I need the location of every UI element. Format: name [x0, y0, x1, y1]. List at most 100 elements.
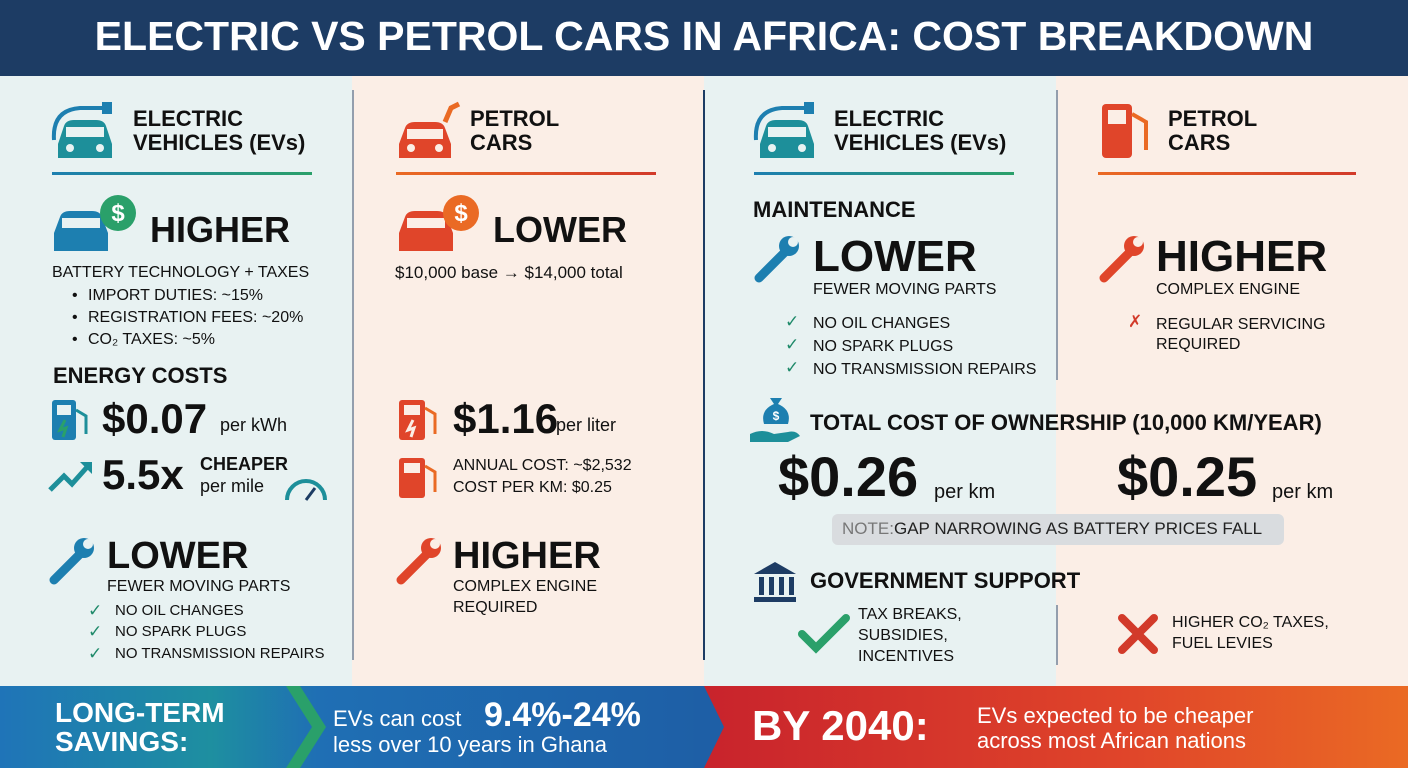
big-check-icon — [798, 614, 850, 654]
wrench-icon — [754, 236, 799, 283]
divider — [352, 90, 354, 660]
petrol-purchase-level: LOWER — [493, 209, 627, 250]
petrol-energy-unit: per liter — [556, 415, 617, 435]
petrol-energy-price: $1.16 — [453, 395, 559, 442]
ev-energy-unit: per kWh — [220, 415, 288, 435]
ev-car-icon — [753, 102, 814, 158]
petrol-government-line: FUEL LEVIES — [1172, 635, 1273, 652]
energy-heading: ENERGY COSTS — [53, 363, 228, 388]
check-icon: ✓ — [785, 358, 800, 377]
petrol-maintenance-level: HIGHER — [1156, 232, 1328, 281]
svg-text:$: $ — [111, 200, 125, 227]
divider — [1056, 90, 1058, 380]
petrol-panel-bg — [352, 76, 704, 686]
ev-maintenance-check: NO OIL CHANGES — [115, 602, 244, 619]
wrench-icon — [396, 538, 441, 585]
ev-header-underline — [52, 172, 312, 175]
petrol-energy-detail: COST PER KM: $0.25 — [453, 479, 612, 496]
ev-header: ELECTRIC VEHICLES (EVs) — [133, 106, 306, 156]
check-icon: ✓ — [88, 622, 103, 641]
ev-maintenance-check: NO SPARK PLUGS — [813, 338, 954, 355]
savings-value: 9.4%-24% — [484, 696, 641, 734]
ev-energy-ratio-unit: per mile — [200, 476, 265, 496]
future-label: BY 2040: — [752, 702, 929, 749]
ev-maintenance-reason: FEWER MOVING PARTS — [813, 281, 997, 298]
ev-car-icon — [51, 102, 112, 158]
ev-energy-ratio: 5.5x — [102, 451, 184, 498]
ev-header-underline — [754, 172, 1014, 175]
petrol-header-underline — [1098, 172, 1356, 175]
petrol-price-icon: $ — [399, 195, 479, 251]
svg-text:$: $ — [454, 200, 468, 227]
future-text: EVs expected to be cheaper across most A… — [977, 703, 1254, 753]
pump-icon — [399, 400, 437, 440]
check-icon: ✓ — [785, 335, 800, 354]
check-icon: ✓ — [88, 601, 103, 620]
wrench-icon — [49, 538, 94, 585]
petrol-car-icon — [399, 101, 461, 158]
petrol-header: PETROL CARS — [470, 106, 559, 156]
ev-purchase-bullet: CO₂ TAXES: ~5% — [88, 331, 215, 348]
divider — [1056, 605, 1058, 665]
ev-energy-price: $0.07 — [102, 395, 208, 442]
charger-icon — [52, 400, 88, 440]
big-cross-icon — [1118, 614, 1158, 654]
tco-heading: TOTAL COST OF OWNERSHIP (10,000 KM/YEAR) — [810, 410, 1322, 435]
petrol-maintenance-cross: REGULAR SERVICING REQUIRED — [1156, 316, 1326, 353]
pump-icon — [399, 458, 437, 498]
maintenance-heading: MAINTENANCE — [753, 197, 916, 222]
ev-government-line: SUBSIDIES, — [858, 627, 948, 644]
petrol-maintenance-reason: COMPLEX ENGINE — [453, 578, 598, 595]
title-bar — [0, 0, 1408, 76]
savings-post: less over 10 years in Ghana — [333, 732, 607, 757]
footer-arrow — [286, 686, 326, 768]
ev-purchase-level: HIGHER — [150, 209, 291, 250]
ev-maintenance-check: NO OIL CHANGES — [813, 315, 951, 332]
bullet: • — [72, 287, 78, 304]
footer-left-bg — [0, 686, 704, 768]
petrol-energy-detail: ANNUAL COST: ~$2,532 — [453, 457, 632, 474]
ev-maintenance-reason: FEWER MOVING PARTS — [107, 578, 291, 595]
footer-right-bg — [704, 686, 1408, 768]
ev-header: ELECTRIC VEHICLES (EVs) — [834, 106, 1007, 156]
svg-text:$: $ — [773, 409, 780, 423]
ev-purchase-reason: BATTERY TECHNOLOGY + TAXES — [52, 264, 310, 281]
footer-arrow — [694, 686, 724, 768]
ev-panel-bg — [0, 76, 352, 686]
ev-maintenance-check: NO TRANSMISSION REPAIRS — [813, 361, 1037, 378]
ev-maintenance-check: NO SPARK PLUGS — [115, 623, 247, 640]
ev-purchase-bullet: REGISTRATION FEES: ~20% — [88, 309, 304, 326]
ev-government-line: TAX BREAKS, — [858, 606, 962, 623]
wrench-icon — [1099, 236, 1144, 283]
check-icon: ✓ — [88, 644, 103, 663]
petrol-maintenance-reason: COMPLEX ENGINE — [1156, 281, 1301, 298]
note-box — [832, 514, 1284, 545]
title: ELECTRIC VS PETROL CARS IN AFRICA: COST … — [94, 13, 1314, 59]
savings-pre: EVs can cost — [333, 706, 462, 731]
divider — [703, 90, 705, 660]
petrol-tco-price: $0.25 — [1117, 445, 1258, 508]
bullet: • — [72, 331, 78, 348]
petrol-maintenance-level: HIGHER — [453, 535, 601, 577]
petrol-tco-unit: per km — [1272, 481, 1334, 503]
ev-tco-unit: per km — [934, 481, 996, 503]
petrol-panel-bg — [1056, 76, 1408, 686]
ev-energy-ratio-label: CHEAPER — [200, 454, 289, 474]
pump-icon — [1102, 104, 1148, 158]
savings-label: LONG-TERM SAVINGS: — [55, 697, 225, 758]
petrol-maintenance-reason: REQUIRED — [453, 599, 538, 616]
note-label: NOTE: — [842, 519, 894, 538]
ev-maintenance-level: LOWER — [813, 232, 977, 281]
trend-icon — [48, 462, 92, 492]
ev-government-line: INCENTIVES — [858, 648, 955, 665]
ev-maintenance-check: NO TRANSMISSION REPAIRS — [115, 645, 325, 662]
check-icon: ✓ — [785, 312, 800, 331]
petrol-government-line: HIGHER CO₂ TAXES, — [1172, 614, 1329, 631]
ev-price-icon: $ — [54, 195, 136, 251]
petrol-purchase-range: $10,000 base → $14,000 total — [395, 263, 623, 282]
government-heading: GOVERNMENT SUPPORT — [810, 568, 1081, 593]
note-text: GAP NARROWING AS BATTERY PRICES FALL — [894, 519, 1263, 538]
bank-icon — [754, 562, 796, 602]
